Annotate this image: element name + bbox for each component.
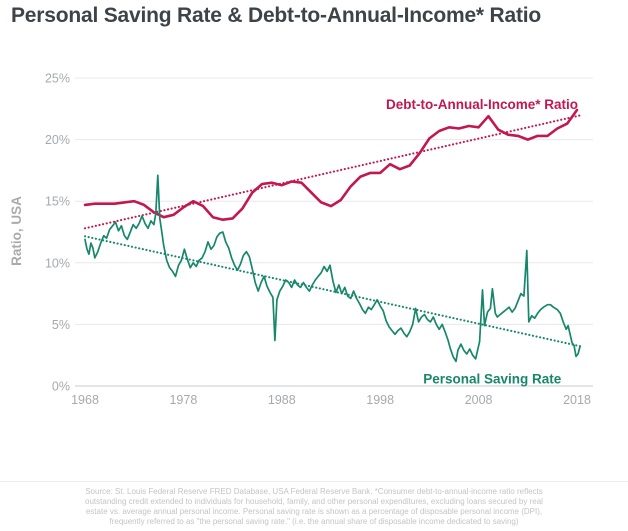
y-tick-label-0: 0% (52, 380, 70, 394)
series-line-personal-saving-rate-trendline (83, 235, 583, 348)
x-tick-label-2018: 2018 (563, 393, 591, 407)
y-tick-label-25: 25% (45, 72, 70, 86)
y-tick-label-15: 15% (45, 195, 70, 209)
y-tick-label-10: 10% (45, 256, 70, 270)
y-axis-title: Ratio, USA (9, 196, 24, 266)
y-tick-label-5: 5% (52, 318, 70, 332)
series-label-personal-saving-rate: Personal Saving Rate (423, 372, 562, 387)
series-label-debt-to-annual-income-ratio: Debt-to-Annual-Income* Ratio (386, 97, 578, 112)
x-tick-label-1978: 1978 (169, 393, 197, 407)
source-note: Source: St. Louis Federal Reserve FRED D… (85, 487, 543, 526)
series-line-personal-saving-rate (84, 174, 581, 363)
footer-divider (0, 481, 628, 482)
y-tick-label-20: 20% (45, 133, 70, 147)
chart-canvas: 0% 5% 10% 15% 20% 25% 1968 1978 1988 1998 2008 2018… (9, 72, 593, 407)
x-tick-label-2008: 2008 (465, 393, 493, 407)
page-title: Personal Saving Rate & Debt-to-Annual-In… (11, 4, 542, 27)
x-tick-label-1968: 1968 (71, 393, 99, 407)
x-tick-label-1988: 1988 (268, 393, 296, 407)
series-line-debt-to-annual-income-trendline (83, 113, 583, 230)
x-tick-label-1998: 1998 (366, 393, 394, 407)
series-line-debt-to-annual-income-ratio (83, 108, 579, 221)
